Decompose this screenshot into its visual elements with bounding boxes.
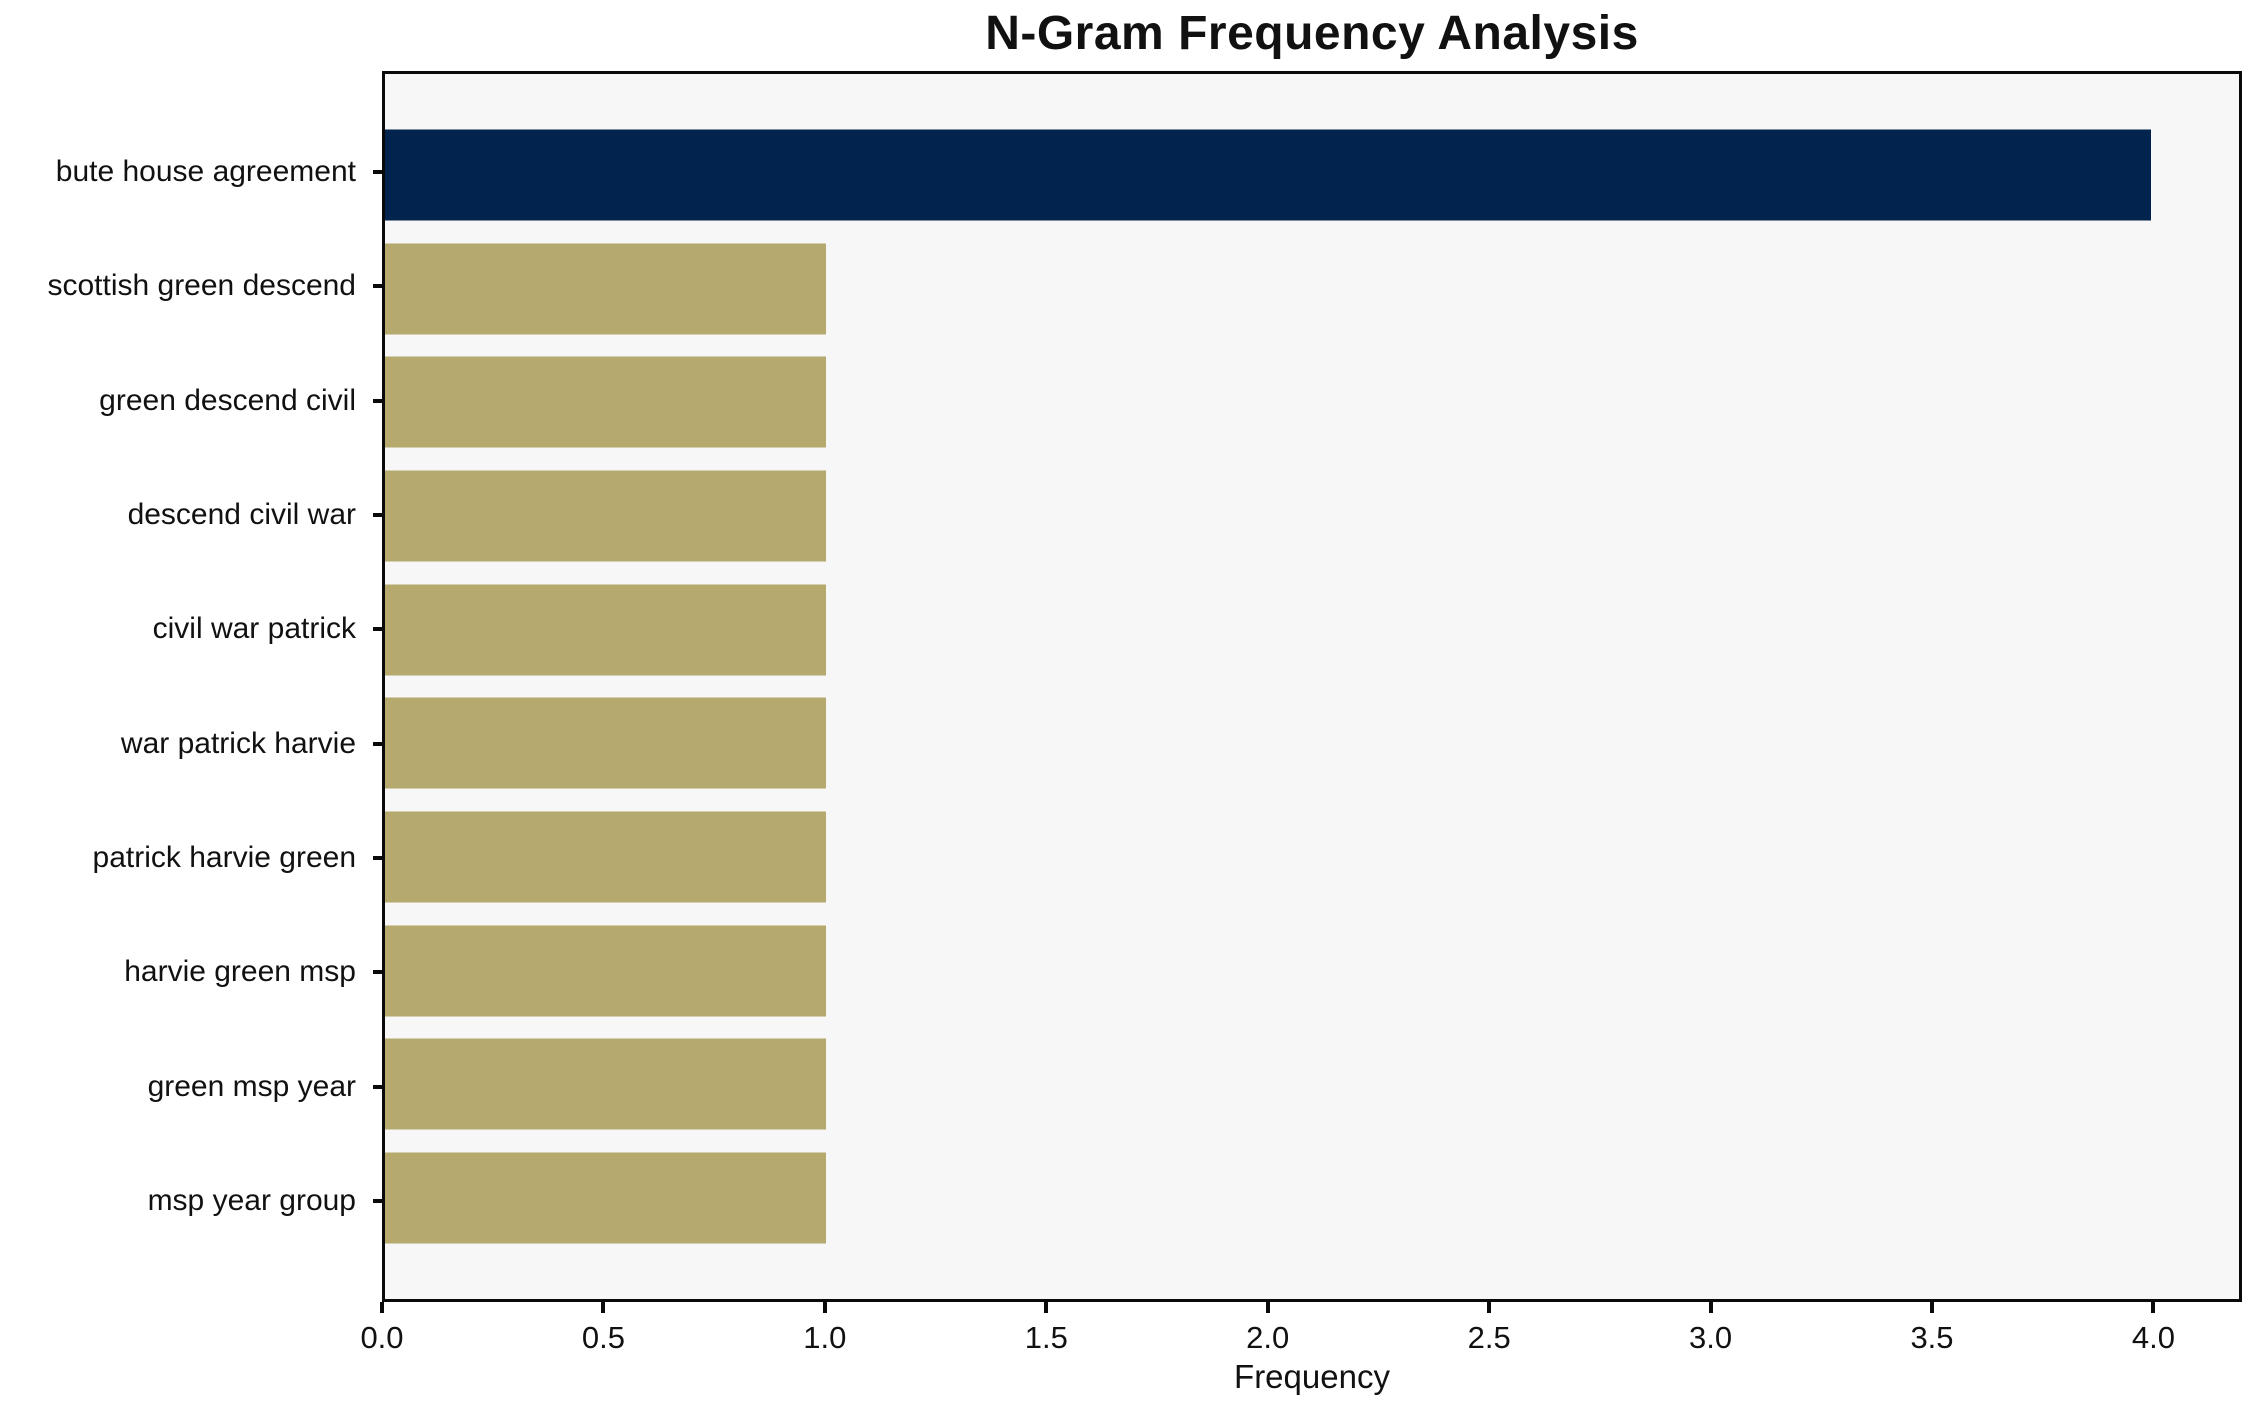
bar [385,1038,827,1130]
bar-row [385,800,2239,914]
y-label-row: green descend civil [0,344,382,458]
y-tick-label: green descend civil [99,383,356,417]
x-tick-mark [822,1302,827,1313]
y-tick-label: harvie green msp [124,955,356,989]
y-label-row: civil war patrick [0,572,382,686]
y-label-row: green msp year [0,1029,382,1143]
bar [385,1152,827,1244]
x-tick-mark [2151,1302,2156,1313]
x-tick-mark [1708,1302,1713,1313]
y-tick-label: patrick harvie green [92,840,356,874]
bar [385,925,827,1017]
x-tick-label: 4.0 [2131,1320,2175,1355]
y-tick-label: msp year group [147,1183,356,1217]
bar-row [385,118,2239,232]
bar [385,243,827,335]
y-tick-mark [373,1198,382,1203]
x-tick-label: 2.5 [1467,1320,1511,1355]
bar-row [385,459,2239,573]
y-tick-mark [373,741,382,746]
bar-row [385,345,2239,459]
bar [385,470,827,562]
y-tick-mark [373,627,382,632]
bar [385,584,827,676]
y-label-row: msp year group [0,1144,382,1258]
x-tick-label: 1.5 [1024,1320,1068,1355]
bar [385,697,827,789]
y-label-row: patrick harvie green [0,801,382,915]
y-tick-label: descend civil war [127,498,356,532]
x-tick-mark [1044,1302,1049,1313]
x-tick-mark [380,1302,384,1313]
chart-title: N-Gram Frequency Analysis [985,7,1639,60]
x-tick-mark [1487,1302,1492,1313]
y-tick-label: bute house agreement [55,155,356,189]
x-tick-mark [1930,1302,1934,1313]
x-tick-label: 0.5 [581,1320,625,1355]
y-tick-mark [373,398,382,403]
y-label-row: bute house agreement [0,115,382,229]
x-axis: 0.0 0.5 1.0 1.5 2.0 2.5 3.0 3.5 4.0 [360,1302,2242,1372]
bar-row [385,914,2239,1028]
y-label-row: war patrick harvie [0,686,382,800]
bar-row [385,687,2239,801]
x-tick-label: 2.0 [1246,1320,1290,1355]
x-tick-label: 3.0 [1689,1320,1733,1355]
bar-row [385,1141,2239,1255]
y-tick-label: civil war patrick [152,612,356,646]
bar-row [385,232,2239,346]
bar [385,129,2151,221]
x-tick-label: 1.0 [803,1320,847,1355]
x-tick-label: 3.5 [1910,1320,1954,1355]
y-tick-mark [373,855,382,860]
y-label-row: scottish green descend [0,229,382,343]
y-tick-label: scottish green descend [47,269,356,303]
y-tick-label: green msp year [147,1069,356,1103]
y-tick-mark [373,513,382,518]
x-tick-mark [601,1302,606,1313]
x-axis-title: Frequency [1234,1358,1390,1395]
y-label-row: descend civil war [0,458,382,572]
y-tick-mark [373,1084,382,1089]
y-tick-mark [373,284,382,289]
bar [385,811,827,903]
bar-row [385,573,2239,687]
bar [385,356,827,448]
x-tick-mark [1265,1302,1270,1313]
y-tick-mark [373,970,382,975]
plot-area [382,71,2242,1302]
y-label-row: harvie green msp [0,915,382,1029]
y-tick-mark [373,170,382,175]
x-tick-label: 0.0 [360,1320,404,1355]
y-axis-labels: bute house agreement scottish green desce… [0,71,382,1302]
y-tick-label: war patrick harvie [120,726,356,760]
bar-row [385,1028,2239,1142]
